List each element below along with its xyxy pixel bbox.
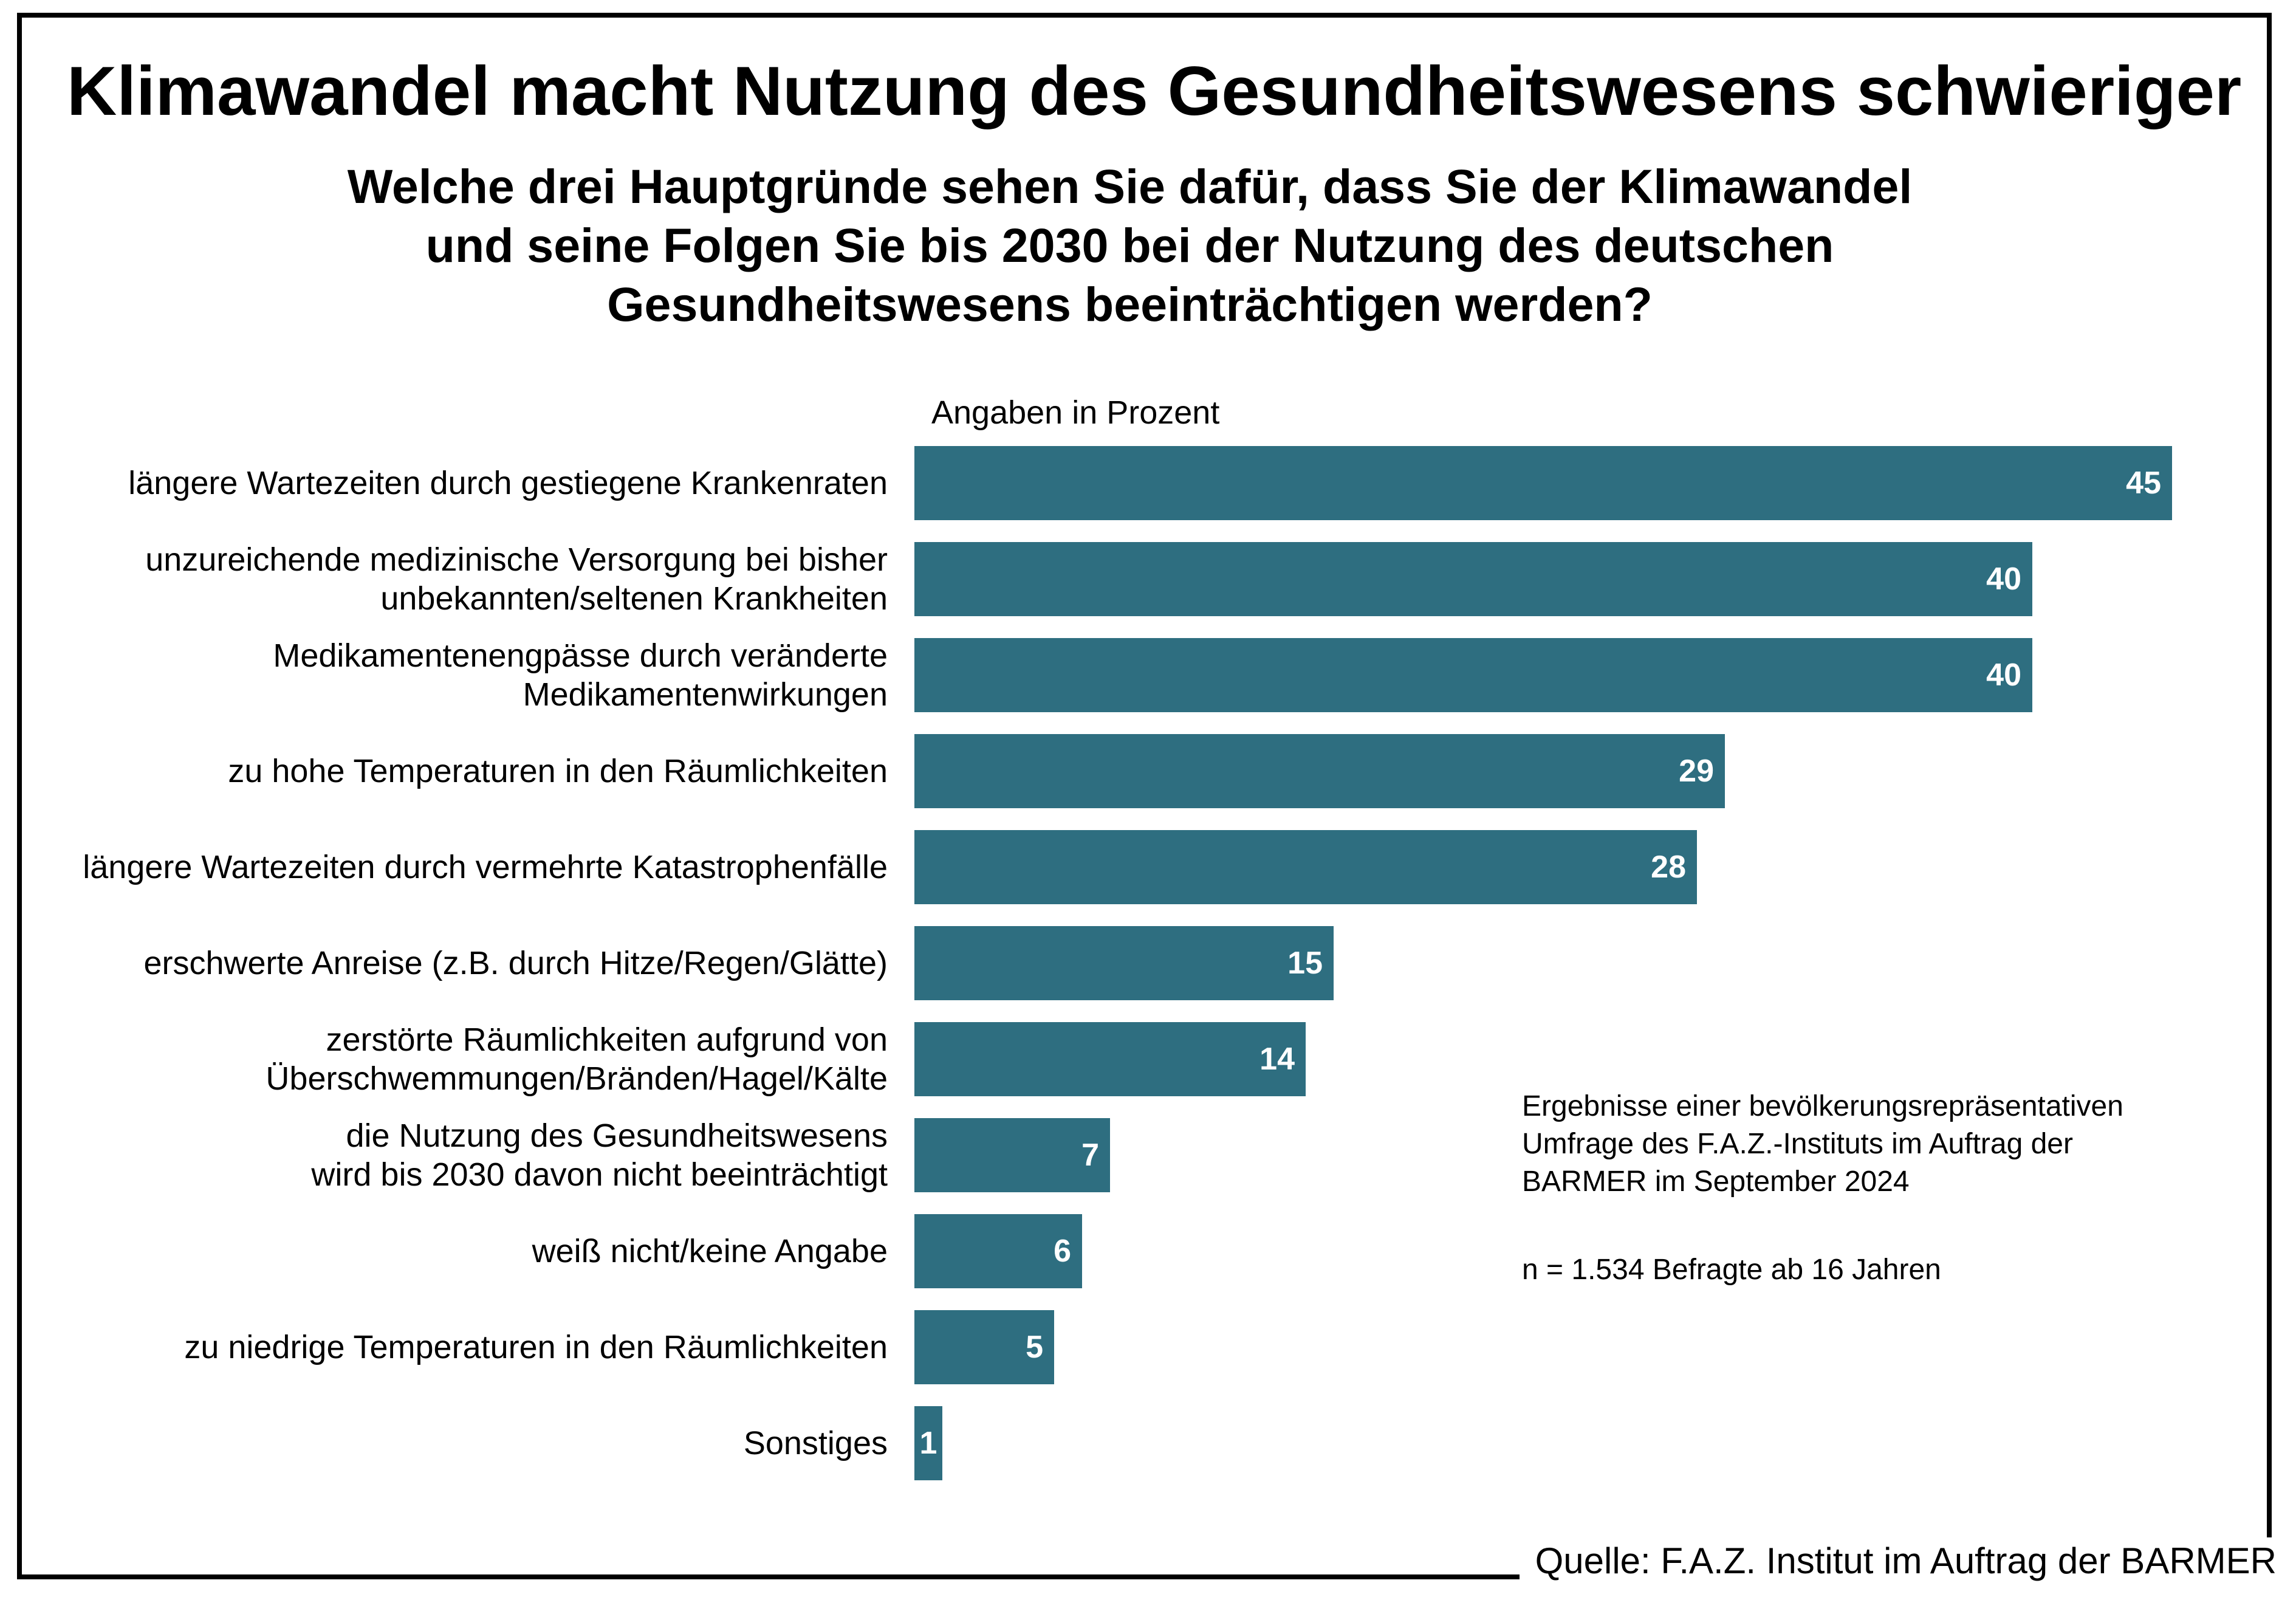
chart-row: erschwerte Anreise (z.B. durch Hitze/Reg… — [17, 915, 1334, 1011]
category-label: zerstörte Räumlichkeiten aufgrund von Übe… — [266, 1021, 888, 1097]
subtitle-line-2: und seine Folgen Sie bis 2030 bei der Nu… — [425, 218, 1834, 272]
annotation-line-2: Umfrage des F.A.Z.-Instituts im Auftrag … — [1522, 1128, 2073, 1160]
bar: 29 — [914, 734, 1725, 808]
chart-row: längere Wartezeiten durch gestiegene Kra… — [17, 435, 2172, 531]
bar-value-label: 28 — [1651, 850, 1686, 885]
bar-value-label: 1 — [919, 1426, 937, 1461]
page-title: Klimawandel macht Nutzung des Gesundheit… — [67, 53, 2242, 130]
chart-row: die Nutzung des Gesundheitswesens wird bi… — [17, 1107, 1110, 1203]
category-label: zu hohe Temperaturen in den Räumlichkeit… — [228, 753, 888, 789]
bar: 45 — [914, 446, 2172, 520]
units-note: Angaben in Prozent — [931, 394, 1220, 431]
bar: 1 — [914, 1406, 942, 1480]
bar: 14 — [914, 1022, 1306, 1096]
category-label: längere Wartezeiten durch gestiegene Kra… — [128, 465, 888, 501]
bar-value-label: 14 — [1259, 1042, 1295, 1077]
bar-value-label: 45 — [2126, 465, 2161, 501]
category-label: unzureichende medizinische Versorgung be… — [145, 541, 888, 617]
chart-row: Sonstiges 1 — [17, 1395, 942, 1491]
bar-value-label: 7 — [1081, 1138, 1099, 1173]
chart-row: zu niedrige Temperaturen in den Räumlich… — [17, 1299, 1054, 1395]
chart-subtitle: Welche drei Hauptgründe sehen Sie dafür,… — [0, 157, 2260, 334]
survey-annotation: Ergebnisse einer bevölkerungsrepräsentat… — [1522, 1088, 2123, 1201]
bar: 5 — [914, 1310, 1054, 1384]
bar: 7 — [914, 1118, 1110, 1192]
chart-row: unzureichende medizinische Versorgung be… — [17, 531, 2032, 627]
bar-value-label: 40 — [1986, 658, 2021, 693]
bar-value-label: 15 — [1287, 946, 1323, 981]
chart-frame — [17, 13, 2272, 1579]
annotation-line-3: BARMER im September 2024 — [1522, 1166, 1910, 1198]
chart-row: zerstörte Räumlichkeiten aufgrund von Übe… — [17, 1011, 1306, 1107]
bar-value-label: 40 — [1986, 561, 2021, 597]
chart-row: zu hohe Temperaturen in den Räumlichkeit… — [17, 723, 1725, 819]
bar: 28 — [914, 830, 1697, 904]
bar: 15 — [914, 926, 1334, 1000]
bar: 6 — [914, 1214, 1082, 1288]
sample-size-note: n = 1.534 Befragte ab 16 Jahren — [1522, 1254, 1941, 1286]
bar-value-label: 29 — [1679, 754, 1714, 789]
subtitle-line-1: Welche drei Hauptgründe sehen Sie dafür,… — [347, 159, 1913, 213]
annotation-line-1: Ergebnisse einer bevölkerungsrepräsentat… — [1522, 1090, 2123, 1122]
subtitle-line-3: Gesundheitswesens beeinträchtigen werden… — [607, 277, 1653, 331]
category-label: Sonstiges — [743, 1425, 888, 1461]
category-label: Medikamentenengpässe durch veränderte Med… — [273, 637, 888, 713]
bar: 40 — [914, 542, 2032, 616]
bar-value-label: 6 — [1054, 1234, 1071, 1269]
bar: 40 — [914, 638, 2032, 712]
bar-value-label: 5 — [1026, 1330, 1043, 1365]
chart-row: weiß nicht/keine Angabe 6 — [17, 1203, 1082, 1299]
chart-row: längere Wartezeiten durch vermehrte Kata… — [17, 819, 1697, 915]
source-note: Quelle: F.A.Z. Institut im Auftrag der B… — [1519, 1537, 2278, 1591]
category-label: erschwerte Anreise (z.B. durch Hitze/Reg… — [143, 945, 888, 981]
category-label: längere Wartezeiten durch vermehrte Kata… — [83, 849, 888, 885]
category-label: weiß nicht/keine Angabe — [532, 1233, 888, 1269]
category-label: die Nutzung des Gesundheitswesens wird bi… — [311, 1118, 888, 1193]
category-label: zu niedrige Temperaturen in den Räumlich… — [184, 1329, 888, 1365]
chart-row: Medikamentenengpässe durch veränderte Med… — [17, 627, 2032, 723]
